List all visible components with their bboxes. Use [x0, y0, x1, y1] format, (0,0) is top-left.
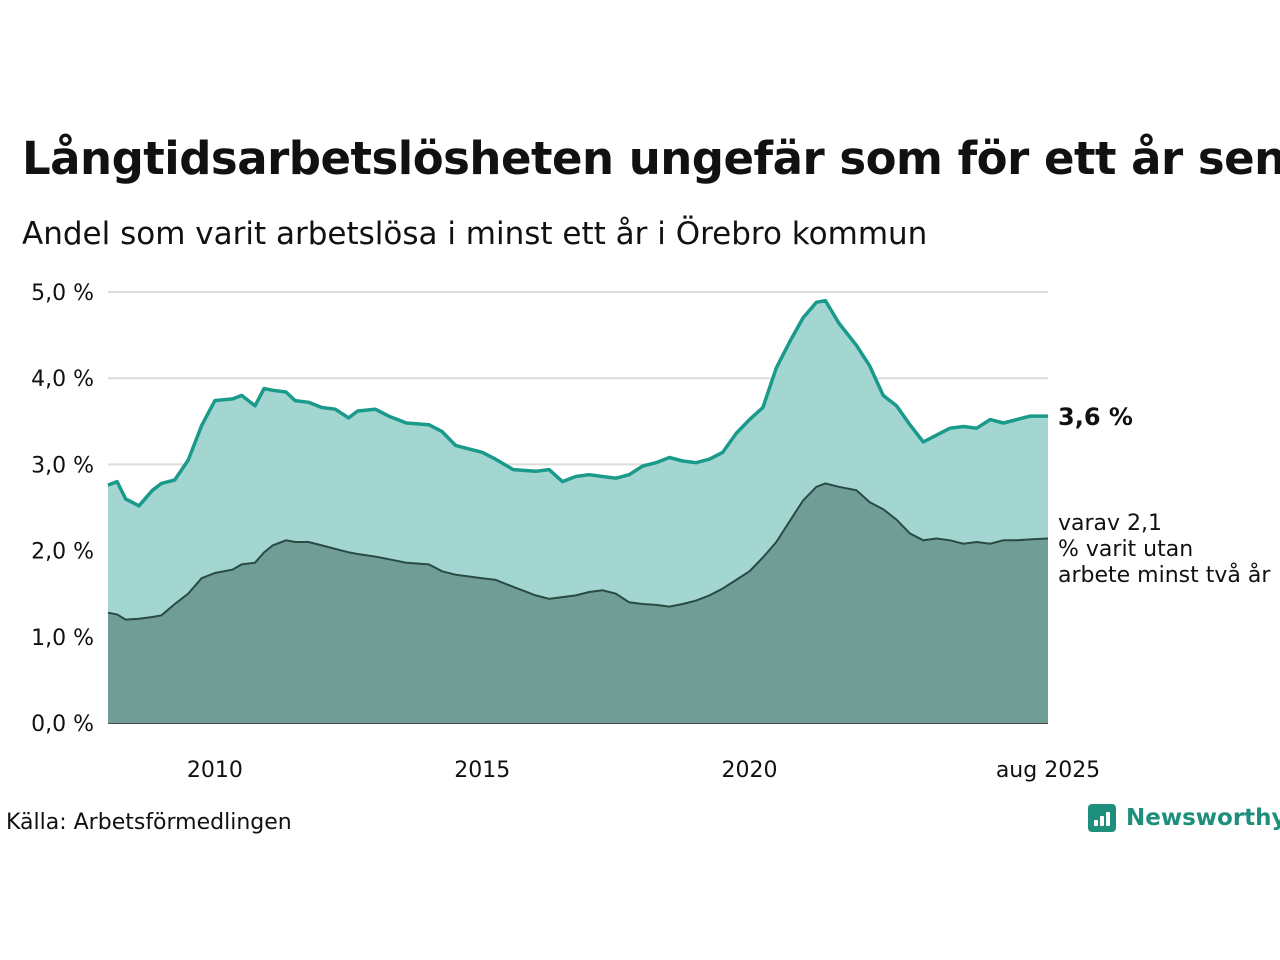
y-tick-label: 0,0 % [31, 712, 94, 737]
sub-end-label-line: varav 2,1 [1058, 511, 1162, 536]
y-tick-label: 4,0 % [31, 367, 94, 392]
series-end-labels: 3,6 % varav 2,1% varit utan arbete minst t… [1058, 403, 1271, 588]
sub-end-label-line: arbete minst två år [1058, 562, 1271, 588]
y-axis-tick-labels: 0,0 % 1,0 % 2,0 % 3,0 % 4,0 % 5,0 % [31, 281, 94, 737]
x-tick-label: 2015 [454, 758, 510, 783]
y-tick-label: 3,0 % [31, 453, 94, 478]
chart-title: Långtidsarbetslösheten ungefär som för e… [22, 132, 1280, 185]
x-axis-tick-labels: 2010 2015 2020 aug 2025 [187, 758, 1100, 783]
chart-subtitle: Andel som varit arbetslösa i minst ett å… [22, 216, 928, 252]
sub-line [107, 482, 1049, 621]
newsworthy-logo[interactable]: Newsworthy [1088, 804, 1280, 832]
total-end-label: 3,6 % [1058, 403, 1133, 431]
newsworthy-logo-icon [1088, 804, 1116, 832]
total-line [107, 298, 1048, 508]
source-note: Källa: Arbetsförmedlingen [6, 810, 292, 835]
x-tick-label: 2010 [187, 758, 243, 783]
logo-text: Newsworthy [1126, 805, 1280, 831]
plot-areas [107, 298, 1049, 723]
y-tick-label: 2,0 % [31, 540, 94, 565]
x-tick-label: aug 2025 [996, 758, 1100, 783]
y-tick-label: 5,0 % [31, 281, 94, 306]
sub-area [108, 483, 1048, 723]
sub-end-label-line: % varit utan [1058, 537, 1193, 562]
x-tick-label: 2020 [722, 758, 778, 783]
y-tick-label: 1,0 % [31, 626, 94, 651]
sub-end-label: varav 2,1% varit utan arbete minst två år [1058, 511, 1271, 588]
